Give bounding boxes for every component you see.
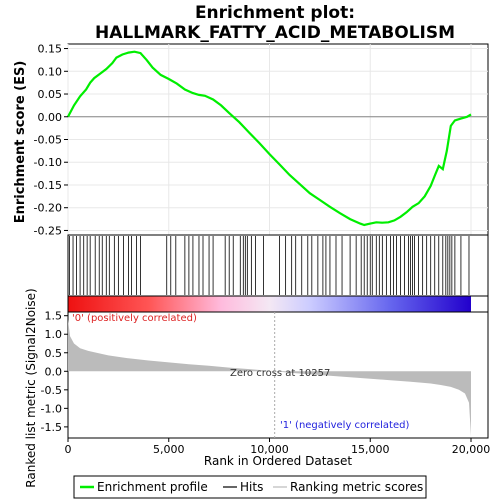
hits-ticks — [69, 236, 470, 295]
legend-hits-label: Hits — [240, 480, 263, 494]
legend-enrichment-label: Enrichment profile — [97, 480, 208, 494]
es-y-tick-label: -0.10 — [34, 156, 62, 169]
metric-y-tick-label: -1.5 — [41, 421, 62, 434]
es-y-tick-label: -0.20 — [34, 202, 62, 215]
es-ylabel: Enrichment score (ES) — [13, 61, 28, 224]
metric-y-tick-label: -0.5 — [41, 384, 62, 397]
metric-y-tick-label: 1.5 — [45, 310, 63, 323]
metric-y-ticks: 1.5 1.0 0.5 0.0 -0.5 -1.0 -1.5 — [41, 310, 68, 434]
es-y-tick-label: -0.25 — [34, 224, 62, 237]
metric-y-tick-label: 0.5 — [45, 347, 63, 360]
legend-metric-label: Ranking metric scores — [290, 480, 423, 494]
chart-title-line1: Enrichment plot: — [195, 3, 355, 23]
rank-color-band — [68, 296, 471, 312]
metric-y-tick-label: 1.0 — [45, 328, 63, 341]
hits-panel — [67, 234, 489, 297]
x-tick-label: 0 — [65, 443, 72, 456]
x-tick-label: 10,000 — [250, 443, 289, 456]
x-axis: 0 5,000 10,000 15,000 20,000 — [65, 438, 491, 456]
positive-correlation-label: '0' (positively correlated) — [72, 313, 197, 324]
es-y-tick-label: 0.15 — [38, 43, 63, 56]
es-y-ticks: 0.15 0.10 0.05 0.00 -0.05 -0.10 -0.15 -0.20 -0.2… — [34, 43, 68, 237]
x-tick-label: 5,000 — [153, 443, 185, 456]
es-y-tick-label: 0.00 — [38, 111, 63, 124]
es-y-tick-label: 0.05 — [38, 88, 63, 101]
chart-title-line2: HALLMARK_FATTY_ACID_METABOLISM — [95, 23, 455, 43]
zero-cross-label: Zero cross at 10257 — [230, 368, 330, 379]
metric-area — [68, 319, 471, 437]
es-y-tick-label: -0.05 — [34, 134, 62, 147]
negative-correlation-label: '1' (negatively correlated) — [280, 420, 409, 431]
metric-y-tick-label: -1.0 — [41, 402, 62, 415]
metric-y-tick-label: 0.0 — [45, 365, 63, 378]
es-y-tick-label: -0.15 — [34, 179, 62, 192]
es-y-tick-label: 0.10 — [38, 65, 63, 78]
es-series-line — [67, 50, 472, 227]
metric-ylabel: Ranked list metric (Signal2Noise) — [24, 288, 38, 487]
legend-box — [73, 475, 427, 499]
x-axis-label: Rank in Ordered Dataset — [204, 454, 352, 468]
x-tick-label: 20,000 — [452, 443, 491, 456]
x-tick-label: 15,000 — [351, 443, 390, 456]
